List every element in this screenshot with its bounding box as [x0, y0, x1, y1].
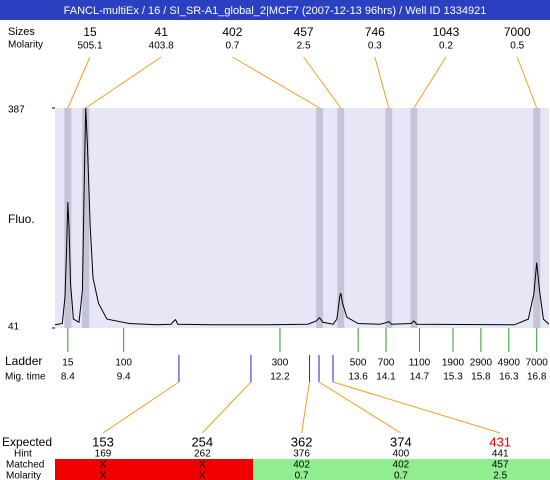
hint-label: Hint	[14, 449, 32, 460]
expected-value: 431	[489, 434, 511, 449]
hint-value: 376	[293, 449, 310, 460]
hint-value: 400	[393, 449, 410, 460]
peak-band	[82, 108, 90, 328]
peak-connector	[413, 56, 447, 109]
matched-value: X	[100, 460, 107, 471]
ladder-size: 1900	[442, 358, 465, 369]
match-cell	[253, 459, 352, 480]
ladder-mig-time: 16.3	[499, 372, 519, 383]
hint-value: 169	[95, 449, 112, 460]
peak-size: 41	[155, 25, 169, 39]
ladder-size: 300	[272, 358, 289, 369]
ladder-mig-time: 15.8	[471, 372, 491, 383]
peak-molarity: 0.2	[439, 41, 453, 52]
matched-value: 402	[293, 460, 310, 471]
y-label: Fluo.	[8, 212, 35, 226]
ladder-size: 100	[115, 358, 132, 369]
ladder-mig-time: 15.3	[443, 372, 463, 383]
sizes-label: Sizes	[8, 26, 35, 38]
ladder-mig-time: 8.4	[61, 372, 75, 383]
mig-time-label: Mig. time	[5, 372, 46, 383]
peak-band	[410, 108, 418, 328]
peak-molarity: 0.5	[510, 41, 524, 52]
hint-value: 262	[194, 449, 211, 460]
ladder-size: 1100	[409, 358, 431, 369]
matched-value: 457	[492, 460, 509, 471]
peak-molarity: 2.5	[297, 41, 311, 52]
match-cell	[55, 459, 154, 480]
ladder-size: 15	[62, 358, 74, 369]
molarity-label: Molarity	[8, 40, 43, 51]
ladder-mig-time: 14.1	[376, 372, 396, 383]
ladder-mig-time: 14.7	[410, 372, 430, 383]
ladder-size: 500	[350, 358, 367, 369]
expected-connector	[332, 381, 501, 434]
ladder-label: Ladder	[5, 354, 42, 368]
peak-connector	[85, 56, 162, 109]
matched-molarity: X	[199, 471, 206, 480]
expected-connector	[301, 381, 311, 434]
match-cell	[352, 459, 451, 480]
trace	[54, 107, 550, 326]
peak-molarity: 0.3	[368, 41, 382, 52]
ladder-mig-time: 9.4	[117, 372, 131, 383]
ladder-size: 4900	[498, 358, 521, 369]
ladder-size: 2900	[470, 358, 493, 369]
peak-size: 1043	[433, 25, 460, 39]
expected-value: 153	[92, 434, 114, 449]
peak-connector	[67, 56, 91, 109]
peak-size: 402	[222, 25, 242, 39]
title-bar	[0, 0, 550, 20]
peak-size: 457	[294, 25, 314, 39]
peak-size: 7000	[504, 25, 531, 39]
expected-connector	[318, 381, 402, 434]
ladder-size: 700	[378, 358, 395, 369]
ladder-mig-time: 16.8	[527, 372, 547, 383]
peak-connector	[374, 56, 390, 109]
expected-value: 254	[191, 434, 213, 449]
peak-band	[316, 108, 324, 328]
peak-connector	[232, 56, 320, 109]
ladder-mig-time: 13.6	[348, 372, 368, 383]
peak-molarity: 403.8	[149, 41, 174, 52]
hint-value: 441	[492, 449, 509, 460]
peak-molarity: 505.1	[77, 41, 102, 52]
plot-area	[55, 108, 549, 328]
match-cell	[154, 459, 253, 480]
peak-connector	[516, 56, 538, 109]
matched-value: X	[199, 460, 206, 471]
expected-value: 362	[291, 434, 313, 449]
matched-molarity: 2.5	[493, 471, 507, 480]
peak-band	[385, 108, 393, 328]
ladder-mig-time: 12.2	[270, 372, 290, 383]
peak-size: 746	[365, 25, 385, 39]
matched-value: 402	[393, 460, 410, 471]
molarity-label: Molarity	[6, 471, 41, 480]
matched-molarity: 0.7	[394, 471, 408, 480]
ladder-size: 7000	[526, 358, 549, 369]
matched-label: Matched	[6, 460, 44, 471]
expected-connector	[102, 381, 180, 434]
peak-size: 15	[83, 25, 97, 39]
match-cell	[451, 459, 550, 480]
peak-molarity: 0.7	[225, 41, 239, 52]
title: FANCL-multiEx / 16 / SI_SR-A1_global_2|M…	[64, 5, 487, 17]
peak-band	[337, 108, 345, 328]
expected-connector	[201, 381, 252, 434]
y-tick-label: 387	[8, 105, 25, 116]
y-tick-label: 41	[8, 322, 20, 333]
expected-value: 374	[390, 434, 412, 449]
peak-band	[533, 108, 541, 328]
matched-molarity: X	[100, 471, 107, 480]
matched-molarity: 0.7	[295, 471, 309, 480]
expected-label: Expected	[2, 435, 52, 449]
peak-connector	[303, 56, 342, 109]
